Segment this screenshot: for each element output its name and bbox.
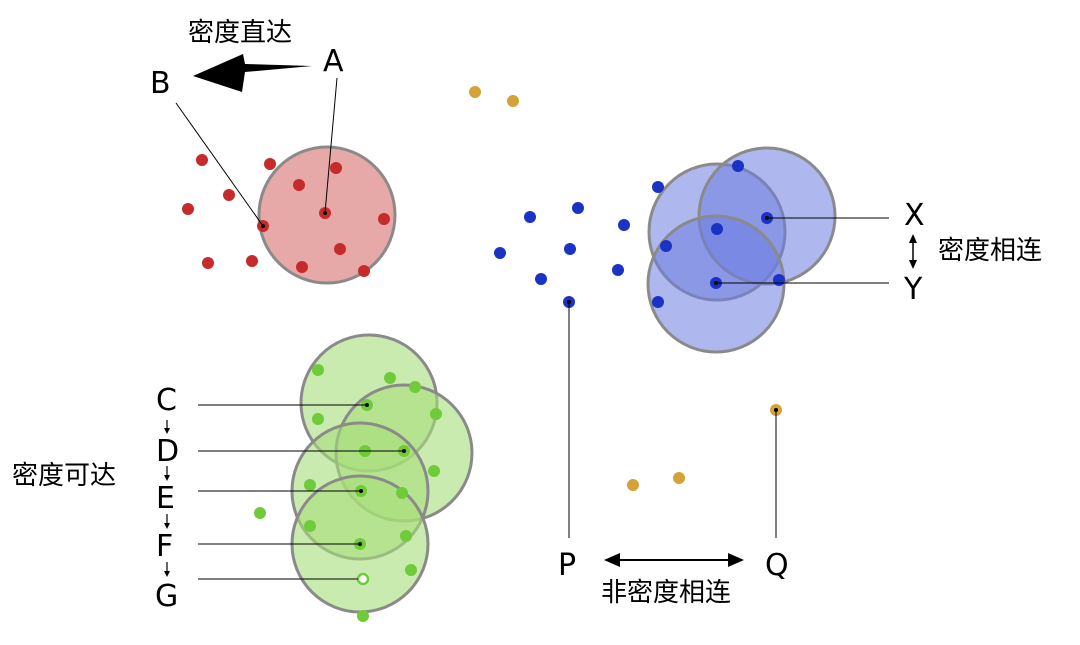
blue-point <box>773 274 785 286</box>
caption-density-reachable: 密度可达 <box>12 461 116 491</box>
green-point <box>405 564 417 576</box>
arrow-down-icon <box>164 420 170 434</box>
blue-point <box>711 223 723 235</box>
double-arrow-vertical-icon <box>909 234 917 269</box>
noise-points <box>469 86 685 491</box>
label-q: Q <box>765 548 789 583</box>
green-point <box>400 530 412 542</box>
green-cluster: C D E F G 密度可达 <box>12 333 474 622</box>
green-point <box>428 465 440 477</box>
label-b: B <box>150 66 171 101</box>
blue-point <box>572 202 584 214</box>
green-point <box>304 520 316 532</box>
caption-directly-density-reachable: 密度直达 <box>188 18 292 48</box>
arrow-down-icon <box>164 466 170 481</box>
leader-line-a <box>324 77 338 214</box>
red-point <box>264 158 276 170</box>
green-point <box>312 413 324 425</box>
label-e: E <box>156 481 175 516</box>
leader-line-b <box>175 102 264 227</box>
not-connected-group: P Q 非密度相连 <box>558 404 789 608</box>
green-point <box>430 408 442 420</box>
green-point <box>254 507 266 519</box>
label-a: A <box>323 44 344 79</box>
blue-point <box>652 296 664 308</box>
label-f: F <box>156 529 173 564</box>
caption-density-connected: 密度相连 <box>938 236 1042 266</box>
point-g <box>356 572 370 586</box>
arrow-left-icon <box>193 54 312 92</box>
red-point <box>330 162 342 174</box>
red-point <box>296 261 308 273</box>
blue-point <box>612 264 624 276</box>
green-point <box>409 381 421 393</box>
green-point <box>357 610 369 622</box>
red-point <box>202 257 214 269</box>
red-point <box>293 179 305 191</box>
red-point <box>196 154 208 166</box>
blue-point <box>732 160 744 172</box>
blue-cluster: X Y 密度相连 <box>494 146 1042 538</box>
noise-point <box>507 95 519 107</box>
blue-point <box>494 247 506 259</box>
label-p: P <box>558 548 576 583</box>
green-point <box>304 479 316 491</box>
blue-point <box>618 219 630 231</box>
blue-point <box>535 273 547 285</box>
green-point <box>384 372 396 384</box>
noise-point <box>469 86 481 98</box>
red-point <box>246 255 258 267</box>
label-x: X <box>904 198 925 233</box>
red-point <box>182 203 194 215</box>
blue-point <box>564 243 576 255</box>
label-y: Y <box>903 272 923 307</box>
double-arrow-horizontal-icon <box>604 553 744 567</box>
label-g: G <box>155 579 178 614</box>
red-point <box>378 213 390 225</box>
green-point <box>312 364 324 376</box>
blue-point <box>524 211 536 223</box>
label-d: D <box>156 434 179 469</box>
arrow-down-icon <box>164 562 170 577</box>
red-point <box>334 243 346 255</box>
noise-point <box>627 479 639 491</box>
arrow-down-icon <box>164 514 170 529</box>
label-c: C <box>156 383 177 418</box>
caption-not-density-connected: 非密度相连 <box>601 578 731 608</box>
green-point <box>396 487 408 499</box>
red-cluster: A B 密度直达 <box>150 18 397 285</box>
red-point <box>223 189 235 201</box>
noise-point <box>673 472 685 484</box>
red-point <box>358 265 370 277</box>
blue-point <box>660 240 672 252</box>
blue-point <box>652 181 664 193</box>
